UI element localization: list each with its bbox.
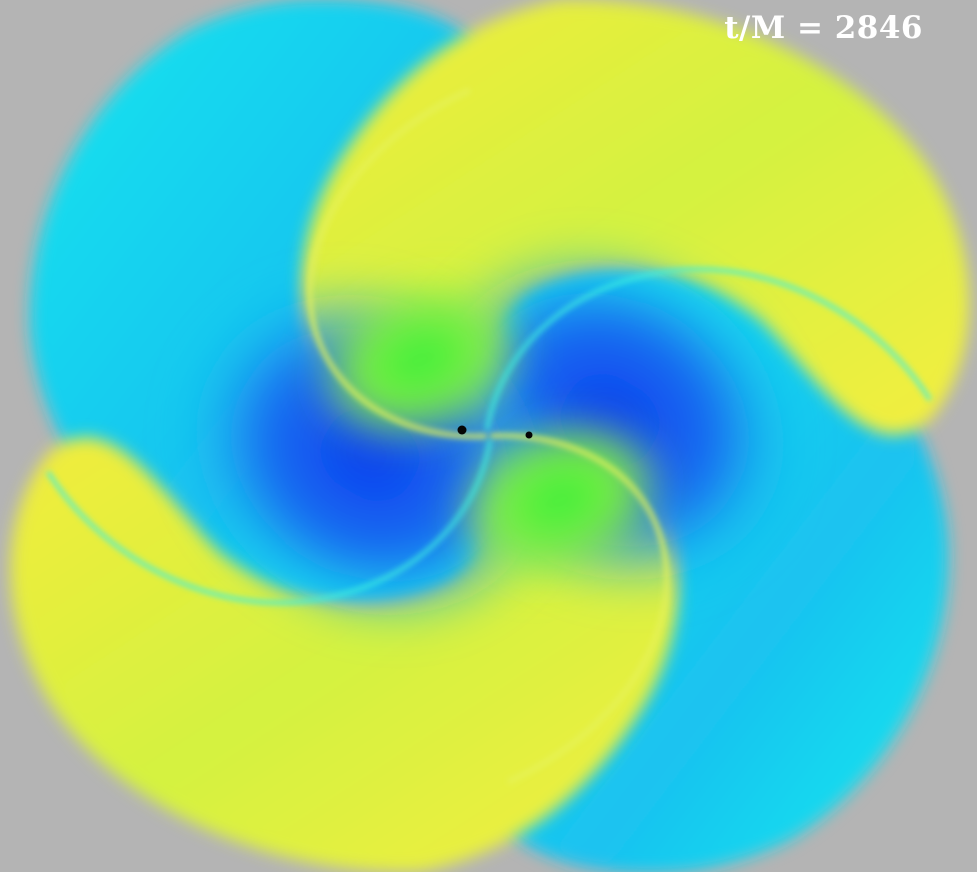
black-hole-left [457, 425, 467, 435]
spiral-rim-lower [489, 432, 670, 785]
time-label: t/M = 2846 [724, 10, 923, 46]
green-core-lower [453, 415, 667, 585]
spiral-rim-cyan-left [45, 439, 493, 606]
spiral-rim-cyan-right [484, 266, 933, 431]
spiral-rim-upper [307, 87, 488, 440]
black-hole-right [525, 431, 533, 439]
